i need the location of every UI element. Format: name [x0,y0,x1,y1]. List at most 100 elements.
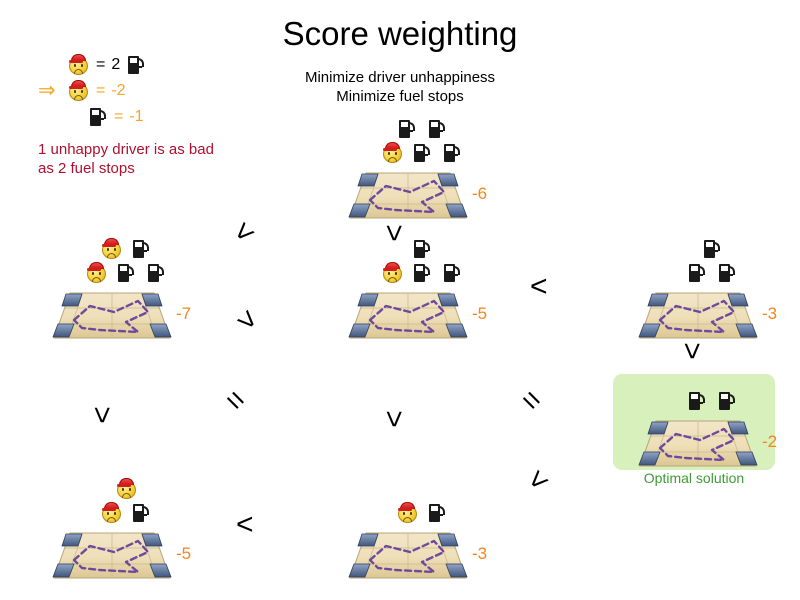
fuel-pump-icon [444,143,462,163]
comparison-operator-middle-vertical: < [377,410,411,428]
solution-node-left[interactable]: -7 [52,238,191,344]
node-icon-stack [348,237,498,288]
fuel-slot [427,118,449,140]
comparison-operator-left-equal: = [217,382,253,419]
fuel-slot [687,262,709,284]
fuel-pump-icon [128,55,146,75]
fuel-slot [412,142,434,164]
legend-row-driver-weight: ⇒ = -2 [38,78,298,104]
legend-row-fuel-weight: = -1 [38,104,298,130]
route-map-graphic [348,288,468,344]
node-icon-row [638,389,788,413]
fuel-pump-icon [719,263,737,283]
comparison-operator-left-vertical: < [85,406,119,424]
node-icon-stack [52,477,202,528]
comparison-operator-right-equal: = [513,382,549,419]
route-map-graphic [348,528,468,584]
comparison-operator-left-up: < [226,214,263,251]
driver-slot [382,142,404,164]
score-weighting-legend: = 2 ⇒ = -2 = -1 1 unhappy driver is as b… [38,52,298,178]
node-icon-row [348,237,498,261]
fuel-slot [146,262,168,284]
driver-slot [397,502,419,524]
solution-node-middle[interactable]: -5 [348,240,487,344]
legend-value: 2 [111,56,121,73]
node-score: -5 [472,304,488,323]
node-icon-stack [348,501,498,528]
fuel-pump-icon [133,503,151,523]
node-score: -3 [762,304,778,323]
subtitle-line-2: Minimize fuel stops [336,88,464,105]
implies-arrow-icon: ⇒ [38,79,56,102]
fuel-slot [397,118,419,140]
fuel-slot [412,262,434,284]
node-score: -3 [472,544,488,563]
fuel-pump-icon [414,263,432,283]
solution-node-bottom-left[interactable]: -5 [52,478,191,584]
comparison-operator-right-up: < [675,342,709,360]
legend-row-driver-equals-two-fuel: = 2 [38,52,298,78]
fuel-pump-icon [429,503,447,523]
node-icon-row [348,261,498,285]
driver-icon [101,502,123,524]
route-map-graphic [52,528,172,584]
comparison-operator-bottom-right: < [520,462,557,499]
driver-slot [382,262,404,284]
driver-icon [68,54,90,76]
driver-icon [116,478,138,500]
node-icon-row [52,261,202,285]
fuel-slot [427,502,449,524]
node-icon-stack [638,237,788,288]
node-icon-row [52,501,202,525]
driver-icon [382,262,404,284]
legend-value: -1 [129,108,144,125]
legend-note-line-2: as 2 fuel stops [38,160,135,177]
node-icon-stack [52,237,202,288]
driver-icon [382,142,404,164]
node-score: -2 [762,432,778,451]
node-icon-row [348,501,498,525]
route-map-graphic [52,288,172,344]
fuel-slot [442,262,464,284]
driver-slot [86,262,108,284]
legend-equals-sign: = [96,56,106,73]
node-icon-row [638,261,788,285]
fuel-pump-icon [429,119,447,139]
driver-icon [397,502,419,524]
page-subtitle: Minimize driver unhappiness Minimize fue… [0,68,800,106]
fuel-pump-icon [90,107,108,127]
node-icon-row [348,141,498,165]
fuel-pump-icon [444,263,462,283]
node-icon-stack [348,117,498,168]
driver-icon [101,238,123,260]
fuel-pump-icon [414,143,432,163]
route-map-graphic [638,288,758,344]
legend-value: -2 [111,82,126,99]
comparison-operator-top-center-up: < [377,224,411,242]
node-icon-stack [638,389,788,416]
fuel-pump-icon [719,391,737,411]
fuel-slot [412,238,434,260]
driver-icon [68,80,90,102]
solution-node-top-center[interactable]: -6 [348,120,487,224]
driver-slot [101,238,123,260]
legend-equals-sign: = [96,82,106,99]
fuel-pump-icon [689,263,707,283]
solution-node-optimal[interactable]: -2 [638,392,777,472]
subtitle-line-1: Minimize driver unhappiness [304,69,496,86]
solution-node-bottom-middle[interactable]: -3 [348,502,487,584]
fuel-pump-icon [414,239,432,259]
node-icon-row [638,237,788,261]
driver-slot [101,502,123,524]
driver-slot [116,478,138,500]
route-map-graphic [638,416,758,472]
driver-icon [86,262,108,284]
fuel-slot [702,238,724,260]
fuel-pump-icon [704,239,722,259]
fuel-pump-icon [133,239,151,259]
page-title: Score weighting [282,15,518,52]
fuel-slot [717,390,739,412]
fuel-slot [131,238,153,260]
solution-node-right[interactable]: -3 [638,240,777,344]
fuel-slot [116,262,138,284]
